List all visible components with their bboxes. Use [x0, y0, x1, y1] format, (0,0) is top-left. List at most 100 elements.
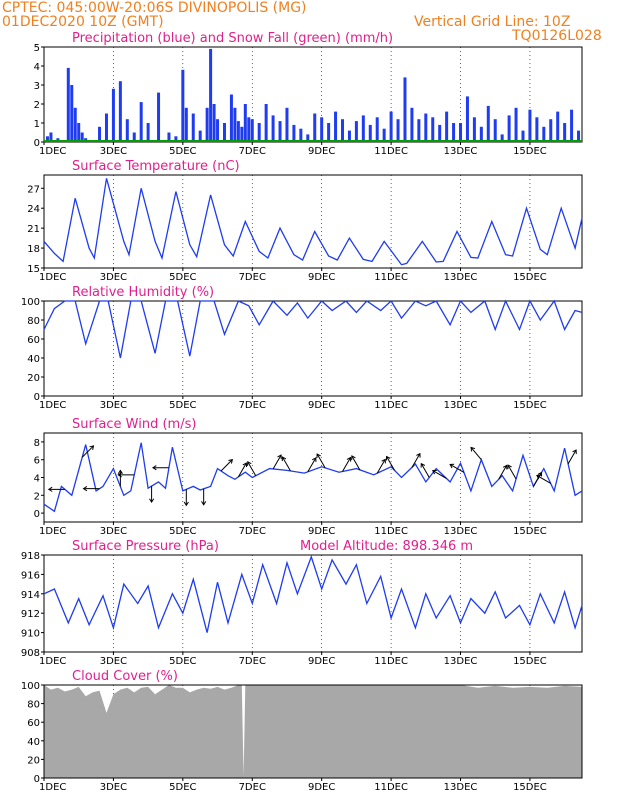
- precip-bar: [535, 117, 539, 142]
- y-tick-label: 20: [27, 755, 40, 766]
- wind-arrow: [316, 453, 326, 469]
- x-tick-label: 5DEC: [169, 400, 196, 411]
- precip-bar: [247, 117, 251, 142]
- y-tick-label: 2: [34, 491, 40, 502]
- x-tick-label: 13DEC: [444, 146, 478, 157]
- precip-bar: [368, 124, 372, 142]
- precip-bar: [549, 119, 553, 142]
- y-tick-label: 0: [34, 138, 40, 149]
- precip-bar: [452, 123, 456, 142]
- x-tick-label: 15DEC: [513, 656, 547, 667]
- y-tick-label: 60: [27, 718, 40, 729]
- precip-bar: [507, 115, 511, 142]
- precip-bar: [563, 123, 567, 142]
- x-tick-label: 15DEC: [513, 400, 547, 411]
- wind-arrow-head: [117, 469, 123, 475]
- plot-frame: [43, 684, 583, 779]
- x-tick-label: 5DEC: [169, 146, 196, 157]
- y-tick-label: 8: [34, 438, 40, 449]
- chart-title: Cloud Cover (%): [72, 669, 178, 684]
- wind-arrow: [507, 464, 517, 480]
- precip-bar: [472, 117, 476, 142]
- wind-arrow-head: [346, 456, 352, 462]
- precip-bar: [118, 81, 122, 142]
- precip-bar: [361, 115, 365, 142]
- wind-arrow: [386, 456, 396, 471]
- precip-bar: [528, 109, 532, 142]
- chart-title: Surface Pressure (hPa): [72, 539, 219, 554]
- wind-arrow-head: [316, 453, 321, 459]
- wind-arrow: [272, 454, 282, 470]
- y-tick-label: 21: [27, 224, 40, 235]
- y-tick-label: 4: [34, 474, 40, 485]
- x-tick-label: 5DEC: [169, 272, 196, 283]
- wind-arrow: [220, 459, 233, 472]
- wind-arrow-head: [572, 449, 577, 455]
- x-tick-label: 9DEC: [308, 526, 335, 537]
- precip-bar: [459, 123, 463, 142]
- wind-arrow: [420, 463, 430, 478]
- x-tick-label: 11DEC: [374, 656, 408, 667]
- x-tick-label: 15DEC: [513, 146, 547, 157]
- precip-bar: [327, 123, 331, 142]
- precip-bar: [174, 136, 178, 142]
- x-tick-label: 9DEC: [308, 782, 335, 793]
- precip-bar: [292, 124, 296, 142]
- precip-bar: [493, 119, 497, 142]
- precip-bar: [479, 126, 483, 142]
- precip-bar: [111, 88, 115, 142]
- precip-bar: [157, 92, 161, 142]
- plot-frame: [43, 46, 583, 143]
- header-grid-line: Vertical Grid Line: 10Z: [414, 14, 571, 30]
- x-tick-label: 15DEC: [513, 782, 547, 793]
- x-tick-label: 13DEC: [444, 272, 478, 283]
- precip-bar: [205, 107, 209, 142]
- precip-bar: [132, 132, 136, 142]
- precip-bar: [212, 104, 216, 142]
- wind-arrow-head: [431, 469, 437, 475]
- precip-bar: [233, 107, 237, 142]
- header-line1: CPTEC: 045:00W-20:06S DIVINOPOLIS (MG): [2, 0, 307, 16]
- x-tick-label: 13DEC: [444, 782, 478, 793]
- y-tick-label: 2: [34, 100, 40, 111]
- precip-bar: [577, 130, 581, 142]
- precip-bar: [104, 113, 108, 142]
- header-date: 01DEC2020 10Z (GMT): [2, 14, 164, 30]
- y-tick-label: 0: [34, 392, 40, 403]
- wind-arrow-head: [537, 471, 543, 477]
- precip-bar: [167, 132, 171, 142]
- cloud-area: [44, 685, 582, 778]
- precip-bar: [486, 105, 490, 142]
- precip-bar: [375, 117, 379, 142]
- wind-arrow-head: [420, 462, 426, 468]
- precip-bar: [465, 96, 469, 142]
- precip-bar: [240, 126, 244, 142]
- x-tick-label: 9DEC: [308, 656, 335, 667]
- precip-bar: [181, 69, 185, 142]
- y-tick-label: 100: [21, 681, 40, 692]
- x-tick-label: 9DEC: [308, 400, 335, 411]
- precip-bar: [347, 130, 351, 142]
- wind-arrow: [498, 465, 508, 480]
- precip-bar: [389, 111, 393, 142]
- y-tick-label: 0: [34, 774, 40, 785]
- chart-panel-2: 1DEC 3DEC 5DEC 7DEC 9DEC 11DEC 13DEC 15DEC 0 20 40…: [21, 285, 583, 411]
- precip-bar: [313, 113, 317, 142]
- x-tick-label: 11DEC: [374, 400, 408, 411]
- y-tick-label: 4: [34, 62, 40, 73]
- precip-bar: [125, 119, 129, 142]
- wind-arrow: [81, 445, 94, 458]
- wind-arrow-head: [416, 452, 421, 458]
- wind-arrow: [376, 459, 386, 474]
- x-tick-label: 13DEC: [444, 526, 478, 537]
- wind-arrow: [432, 470, 447, 480]
- wind-arrow-head: [385, 455, 391, 461]
- wind-arrow-head: [242, 462, 248, 468]
- precip-bar: [250, 119, 254, 142]
- y-tick-label: 918: [21, 551, 40, 562]
- precip-bar: [98, 126, 102, 142]
- y-tick-label: 1: [34, 119, 40, 130]
- precip-bar: [500, 134, 504, 142]
- x-tick-label: 7DEC: [239, 272, 266, 283]
